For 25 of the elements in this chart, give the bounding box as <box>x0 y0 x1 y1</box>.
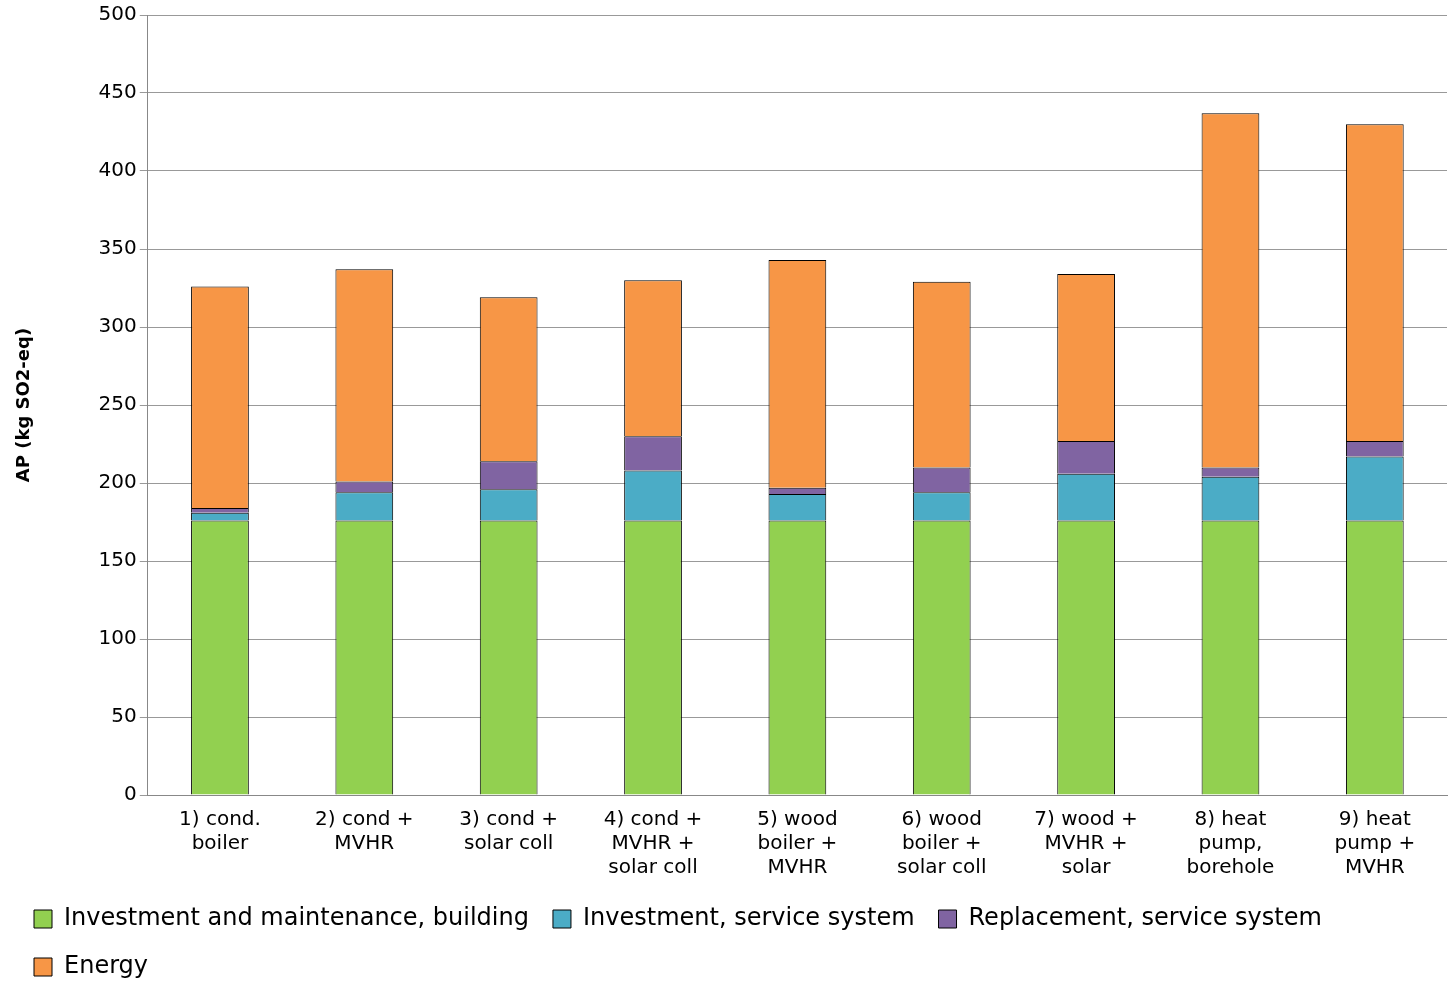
y-tick-label: 150 <box>98 547 137 572</box>
x-tick-label: 4) cond + MVHR + solar coll <box>603 806 703 879</box>
y-tick-label: 450 <box>98 79 137 104</box>
x-tick-label: 2) cond + MVHR <box>315 806 414 855</box>
x-tick-label: 6) wood boiler + solar coll <box>897 806 987 879</box>
x-tick-label: 5) wood boiler + MVHR <box>757 806 838 879</box>
x-tick-label: 8) heat pump, borehole <box>1186 806 1275 879</box>
x-tick-label: 9) heat pump + MVHR <box>1334 806 1416 879</box>
legend-label: Replacement, service system <box>968 903 1322 932</box>
legend-label: Energy <box>64 951 149 980</box>
y-tick-label: 400 <box>98 157 137 182</box>
x-tick-label: 3) cond + solar coll <box>459 806 558 855</box>
x-tick-label: 7) wood + MVHR + solar <box>1034 806 1138 879</box>
y-tick-label: 0 <box>124 781 137 806</box>
y-tick-label: 50 <box>111 703 137 728</box>
y-tick-label: 500 <box>98 1 137 26</box>
y-tick-label: 300 <box>98 313 137 338</box>
x-tick-label: 1) cond. boiler <box>179 806 261 855</box>
legend-label: Investment, service system <box>582 903 915 932</box>
legend-label: Investment and maintenance, building <box>64 903 529 932</box>
y-tick-label: 200 <box>98 469 137 494</box>
y-tick-label: 250 <box>98 391 137 416</box>
y-tick-label: 100 <box>98 625 137 650</box>
y-axis-title: AP (kg SO2-eq) <box>12 327 34 483</box>
y-tick-label: 350 <box>98 235 137 260</box>
